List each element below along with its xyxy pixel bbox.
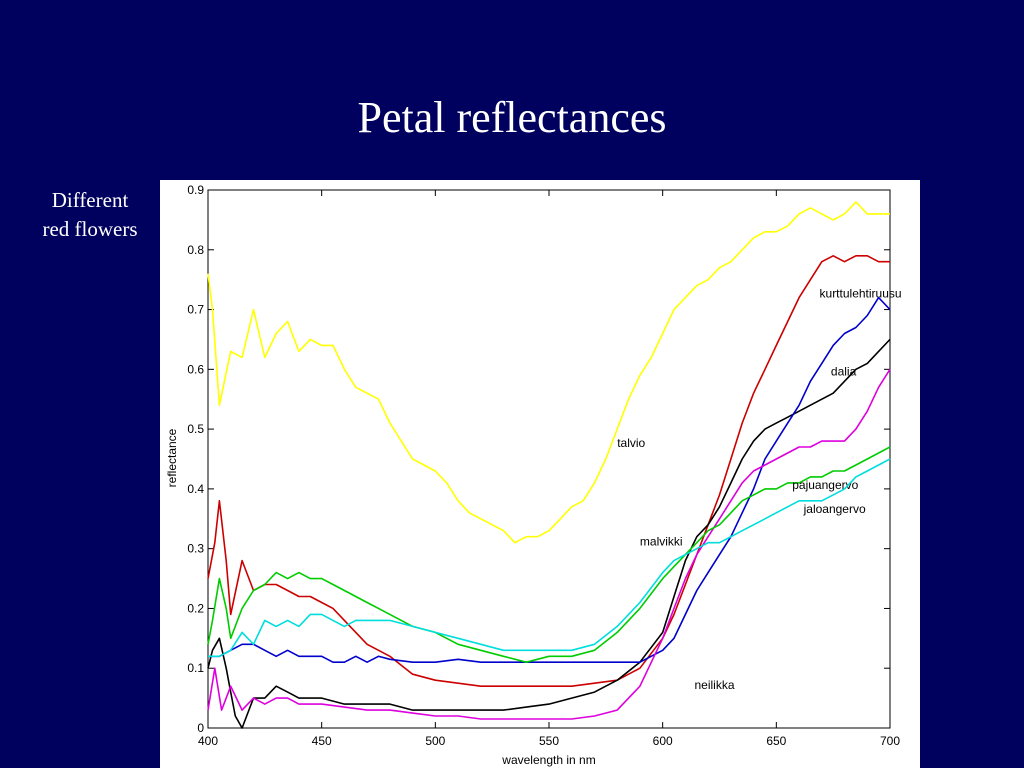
y-tick-label: 0 [197,721,204,735]
y-tick-label: 0.6 [187,362,204,376]
x-tick-label: 700 [880,734,900,748]
side-caption-line-2: red flowers [42,217,138,241]
y-tick-label: 0.4 [187,482,204,496]
y-tick-label: 0.1 [187,661,204,675]
y-tick-label: 0.2 [187,601,204,615]
y-tick-label: 0.7 [187,303,204,317]
x-tick-label: 650 [766,734,786,748]
series-line-jaloangervo [208,458,891,658]
x-tick-label: 400 [198,734,218,748]
y-tick-label: 0.3 [187,542,204,556]
series-label-dalia: dalia [831,364,857,378]
series-label-talvio: talvio [617,436,645,450]
series-label-kurttulehtiruusu: kurttulehtiruusu [820,287,902,301]
y-tick-label: 0.8 [187,243,204,257]
y-tick-label: 0.9 [187,183,204,197]
x-tick-label: 450 [312,734,332,748]
y-axis-label: reflectance [165,428,179,487]
series-line-dalia [207,338,891,729]
x-tick-label: 550 [539,734,559,748]
x-axis-label: wavelength in nm [501,753,595,767]
series-label-jaloangervo: jaloangervo [803,502,866,516]
y-tick-label: 0.5 [187,422,204,436]
slide-title: Petal reflectances [357,93,667,142]
series-line-pajuangervo [207,446,891,664]
figure-panel: reflectance wavelength in nm 400 450 500 55… [160,180,920,768]
series-label-pajuangervo: pajuangervo [792,478,858,492]
series-label-neilikka: neilikka [694,678,734,692]
side-caption-line-1: Different [51,188,129,212]
series-line-malvikki [208,296,891,664]
series-line-talvio [207,201,890,544]
series-label-malvikki: malvikki [640,535,683,549]
x-tick-label: 500 [425,734,445,748]
plot-frame [207,189,891,729]
series-line-neilikka [207,368,891,720]
series-line-kurttulehtiruusu [207,255,890,688]
x-tick-label: 600 [653,734,673,748]
reflectance-chart: reflectance wavelength in nm 400 450 500 55… [165,183,902,767]
side-caption: Different red flowers [30,186,150,244]
